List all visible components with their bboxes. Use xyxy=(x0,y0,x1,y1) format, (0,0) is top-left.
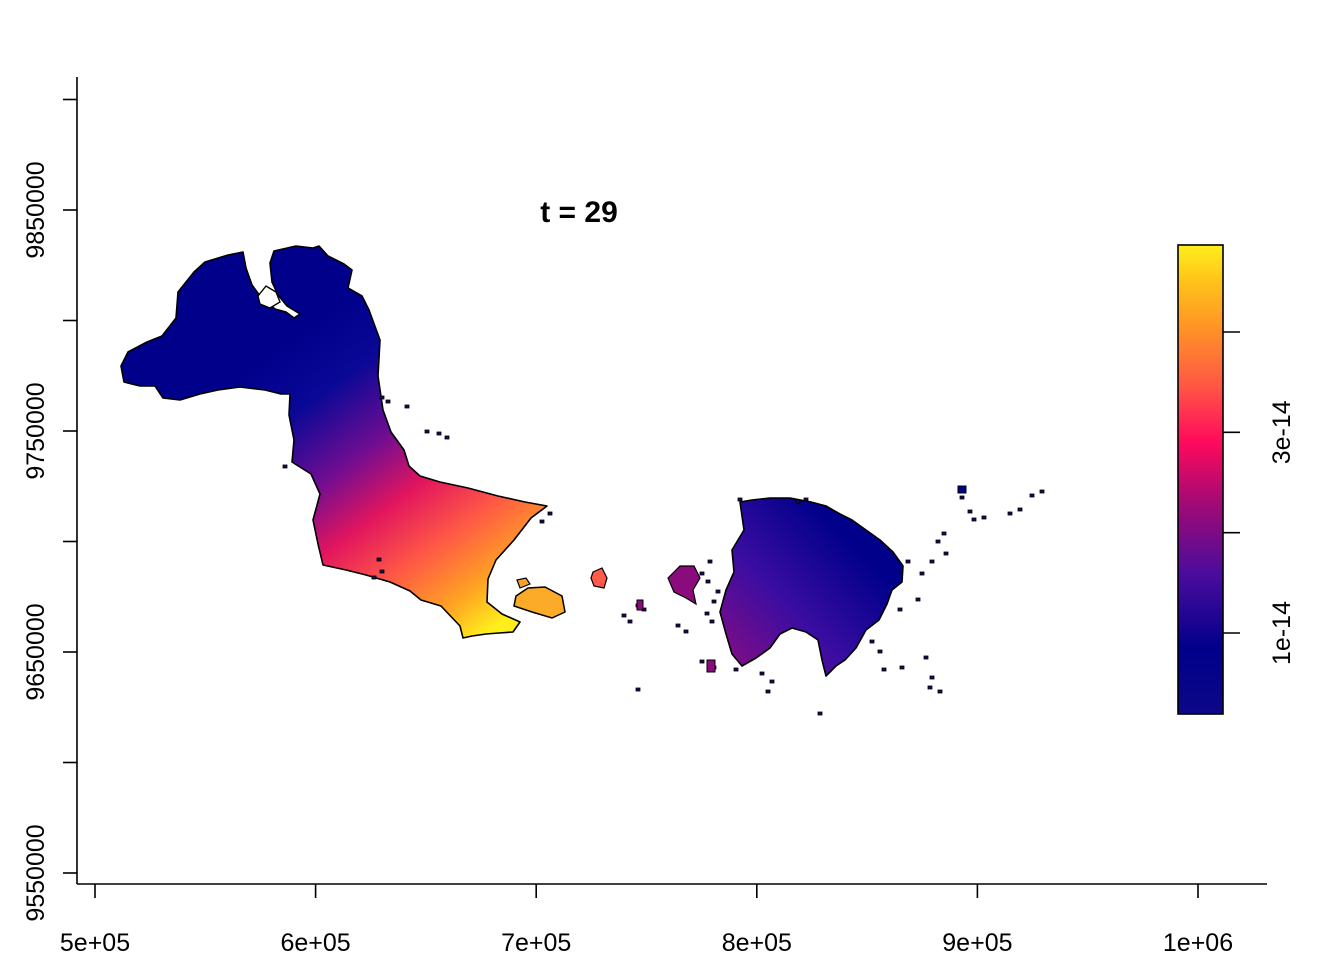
islet xyxy=(705,579,711,584)
islet xyxy=(675,623,681,628)
y-tick-label: 9650000 xyxy=(22,603,50,700)
islet xyxy=(881,667,887,672)
small-island-magenta xyxy=(667,565,701,606)
islet xyxy=(707,559,713,564)
islet xyxy=(943,551,949,556)
legend-tick-label: 3e-14 xyxy=(1268,400,1296,464)
map-title: t = 29 xyxy=(540,196,618,229)
islet xyxy=(935,539,941,544)
islet xyxy=(923,655,929,660)
islet xyxy=(709,619,715,624)
islet xyxy=(929,559,935,564)
islet xyxy=(711,599,717,604)
islet xyxy=(636,599,644,611)
islet xyxy=(282,464,288,469)
belitung-island xyxy=(719,497,904,677)
y-axis: 9550000 9650000 9750000 9850000 xyxy=(22,77,78,922)
islet xyxy=(376,557,382,562)
x-tick-label: 5e+05 xyxy=(60,929,130,957)
islet xyxy=(817,711,823,716)
islet xyxy=(981,515,987,520)
x-tick-label: 9e+05 xyxy=(942,929,1012,957)
x-tick-label: 7e+05 xyxy=(501,929,571,957)
islet xyxy=(683,629,689,634)
islet xyxy=(759,671,765,676)
islet xyxy=(627,619,633,624)
islet xyxy=(404,404,410,409)
islet xyxy=(919,571,925,576)
islet xyxy=(444,435,450,440)
islet xyxy=(706,659,716,673)
x-tick-label: 6e+05 xyxy=(280,929,350,957)
islet xyxy=(899,665,905,670)
islet xyxy=(621,613,627,618)
islet xyxy=(941,531,947,536)
mendanau-island xyxy=(590,567,608,589)
islet xyxy=(937,689,943,694)
islet xyxy=(869,639,875,644)
x-axis: 5e+05 6e+05 7e+05 8e+05 9e+05 1e+06 xyxy=(60,883,1267,957)
x-tick-label: 8e+05 xyxy=(722,929,792,957)
y-tick-label: 9750000 xyxy=(22,382,50,479)
islet xyxy=(385,399,391,404)
islet xyxy=(967,509,973,514)
islet xyxy=(927,685,933,690)
islet xyxy=(635,687,641,692)
islet xyxy=(1039,489,1045,494)
bangka-island xyxy=(120,245,548,639)
legend-tick-label: 1e-14 xyxy=(1268,601,1296,665)
lepar-island xyxy=(513,586,566,619)
islet xyxy=(959,495,965,500)
bangka-bay xyxy=(257,285,281,309)
islet xyxy=(379,395,385,400)
islet xyxy=(803,497,809,502)
legend-axis: 1e-14 3e-14 xyxy=(1223,331,1296,665)
islet xyxy=(915,597,921,602)
islet xyxy=(539,519,545,524)
islet xyxy=(957,485,967,494)
islet xyxy=(1017,507,1023,512)
islet xyxy=(737,497,743,502)
islet xyxy=(699,659,705,664)
islet xyxy=(1007,511,1013,516)
islet xyxy=(765,689,771,694)
small-islets xyxy=(282,395,1045,716)
islet xyxy=(547,511,553,516)
islet xyxy=(877,649,883,654)
y-tick-label: 9850000 xyxy=(22,161,50,258)
islet xyxy=(795,499,801,504)
islet xyxy=(424,429,430,434)
x-tick-label: 1e+06 xyxy=(1163,929,1233,957)
islet xyxy=(905,559,911,564)
islet xyxy=(715,589,721,594)
islet xyxy=(897,607,903,612)
islet xyxy=(436,431,442,436)
islet xyxy=(371,575,377,580)
islet xyxy=(699,571,705,576)
islet xyxy=(929,675,935,680)
islet xyxy=(769,679,775,684)
small-island-orange xyxy=(516,577,531,589)
legend-colorbar xyxy=(1177,244,1224,715)
islet xyxy=(704,611,710,616)
islet xyxy=(1029,493,1035,498)
y-tick-label: 9550000 xyxy=(22,824,50,921)
islet xyxy=(971,517,977,522)
islet xyxy=(733,667,739,672)
islet xyxy=(379,569,385,574)
